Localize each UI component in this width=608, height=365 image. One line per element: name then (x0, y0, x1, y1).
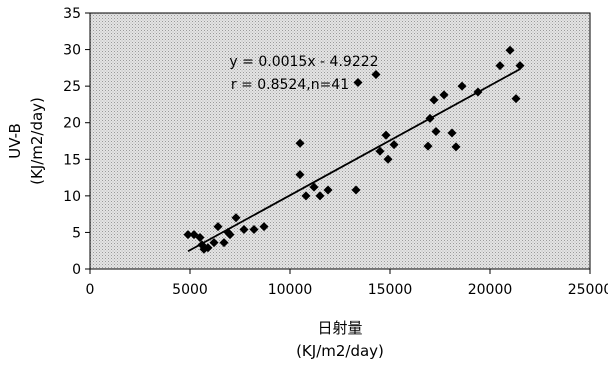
data-point (431, 126, 441, 136)
x-axis-unit: (KJ/m2/day) (296, 342, 384, 360)
data-point (225, 230, 235, 240)
data-point (231, 213, 241, 223)
data-point (295, 170, 305, 180)
data-point (495, 61, 505, 71)
y-tick-label: 0 (72, 262, 81, 278)
x-tick-label: 25000 (568, 282, 608, 298)
y-tick-label: 25 (63, 79, 81, 95)
data-point (383, 154, 393, 164)
data-point (375, 146, 385, 156)
data-point (389, 140, 399, 150)
data-point (259, 222, 269, 232)
plot-area (89, 12, 591, 270)
y-axis-ticks: 0 5 10 15 20 25 30 35 (63, 6, 90, 278)
data-point (515, 61, 525, 71)
y-tick-label: 15 (63, 152, 81, 168)
data-point (457, 81, 467, 91)
x-tick-label: 0 (86, 282, 95, 298)
y-tick-label: 10 (63, 189, 81, 205)
data-point (203, 243, 213, 253)
data-point (351, 185, 361, 195)
y-axis-unit: (KJ/m2/day) (28, 97, 46, 185)
data-point (301, 191, 311, 201)
data-point (183, 230, 193, 240)
x-tick-label: 15000 (368, 282, 413, 298)
x-axis-title: 日射量 (317, 319, 362, 337)
correlation-stats: r = 0.8524,n=41 (231, 77, 349, 93)
x-axis-ticks: 0 5000 10000 15000 20000 25000 (86, 269, 608, 298)
data-point (429, 95, 439, 105)
data-point (239, 225, 249, 235)
y-tick-label: 35 (63, 6, 81, 22)
data-point (381, 130, 391, 140)
data-point (195, 233, 205, 243)
data-point (219, 238, 229, 248)
y-tick-label: 30 (63, 43, 81, 59)
data-point (439, 90, 449, 100)
data-point (451, 142, 461, 152)
data-point (511, 94, 521, 104)
data-point (505, 45, 515, 55)
y-tick-label: 20 (63, 116, 81, 132)
data-point (371, 69, 381, 79)
data-point (209, 238, 219, 248)
data-point (447, 128, 457, 138)
x-tick-label: 20000 (468, 282, 513, 298)
data-point (213, 222, 223, 232)
data-point (423, 141, 433, 151)
trendline-equation: y = 0.0015x - 4.9222 (229, 54, 378, 70)
data-point (315, 191, 325, 201)
y-tick-label: 5 (72, 225, 81, 241)
data-point (309, 182, 319, 192)
x-tick-label: 5000 (172, 282, 208, 298)
trendline (187, 68, 521, 253)
data-point (295, 138, 305, 148)
data-point (249, 225, 259, 235)
data-point (323, 185, 333, 195)
x-tick-label: 10000 (268, 282, 313, 298)
data-point (353, 77, 363, 87)
y-axis-title: UV-B (6, 123, 24, 159)
data-points (183, 45, 525, 254)
